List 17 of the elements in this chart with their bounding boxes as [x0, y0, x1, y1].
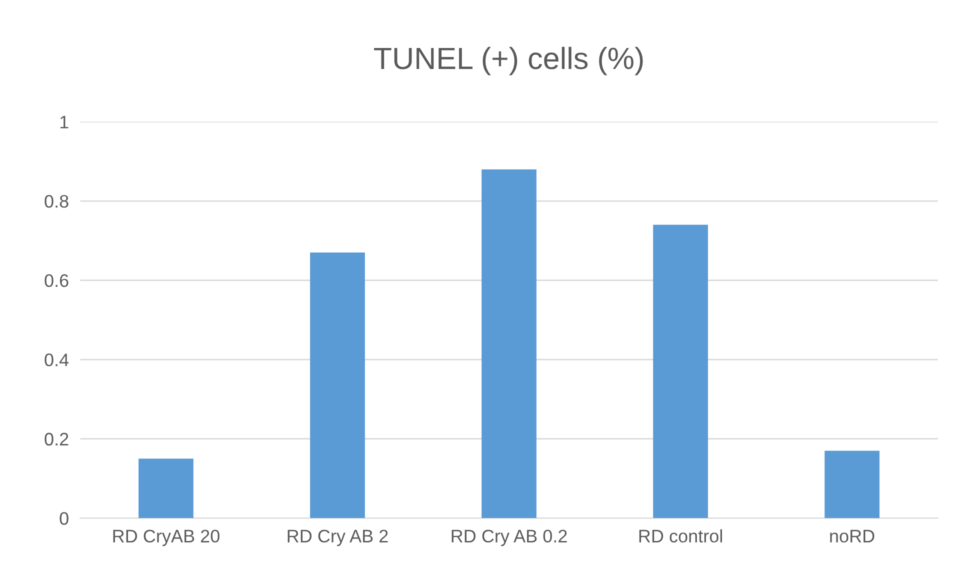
x-tick-label: RD Cry AB 0.2: [452, 530, 567, 546]
y-tick-label: 0.8: [44, 194, 68, 208]
y-tick-label: 0.2: [44, 432, 68, 446]
bar: [138, 458, 194, 518]
x-tick-label: RD CryAB 20: [113, 530, 220, 546]
bar: [310, 252, 365, 518]
bar: [482, 169, 536, 518]
chart-title: TUNEL (+) cells (%): [374, 46, 643, 76]
y-tick-label: 0.6: [44, 274, 68, 288]
y-tick-label: 0: [60, 512, 68, 525]
y-tick-label: 1: [60, 116, 68, 128]
x-tick-label: noRD: [830, 530, 874, 543]
x-tick-label: RD control: [639, 529, 722, 543]
bar: [824, 450, 880, 518]
x-tick-label: RD Cry AB 2: [288, 530, 388, 546]
bar: [653, 224, 708, 518]
y-tick-label: 0.4: [44, 354, 69, 366]
